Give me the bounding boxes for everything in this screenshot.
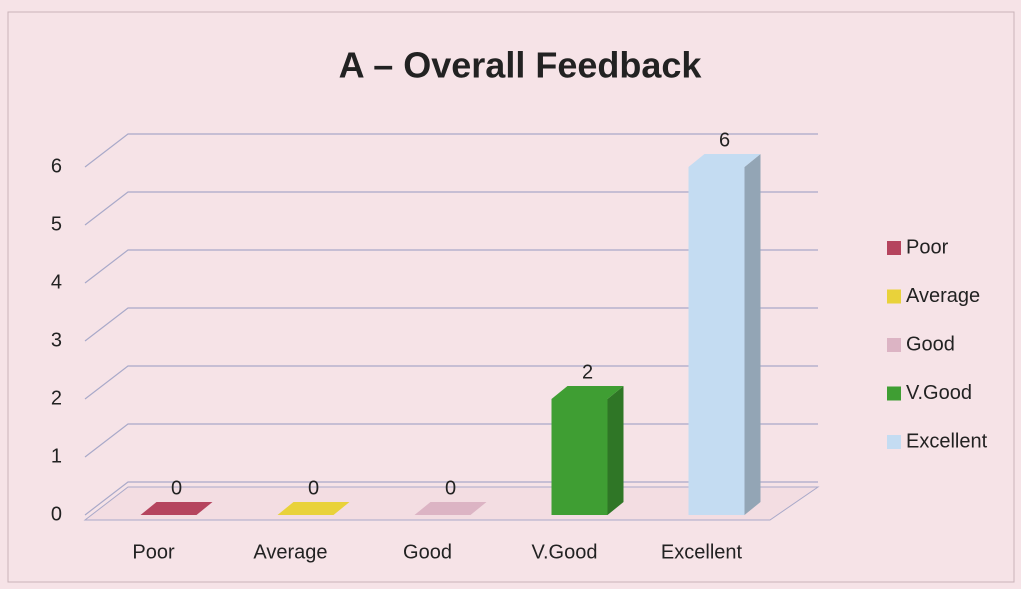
y-tick-label: 5 (51, 213, 62, 235)
y-tick-label: 6 (51, 155, 62, 177)
x-tick-label: Poor (132, 541, 175, 563)
bar-top (140, 502, 213, 515)
data-label: 0 (308, 477, 319, 499)
x-tick-label: Good (403, 541, 452, 563)
legend-swatch (887, 435, 901, 449)
grid-line (84, 307, 818, 342)
chart-title: A – Overall Feedback (339, 45, 703, 86)
bar-top (551, 386, 624, 399)
bar-side-shade (744, 154, 761, 515)
legend-label: Poor (906, 236, 949, 258)
y-tick-label: 2 (51, 387, 62, 409)
y-tick-label: 0 (51, 503, 62, 525)
bar-top (688, 154, 761, 167)
frame (7, 11, 1015, 583)
x-tick-label: Excellent (661, 541, 743, 563)
data-label: 0 (171, 477, 182, 499)
legend-label: Average (906, 285, 980, 307)
bar-top (414, 502, 487, 515)
legend-label: Excellent (906, 430, 988, 452)
grid-line (84, 249, 818, 284)
bar (551, 399, 608, 515)
bar-top (277, 502, 350, 515)
legend-label: Good (906, 333, 955, 355)
legend-swatch (887, 289, 901, 304)
bar-side (744, 154, 761, 515)
grid-line (84, 191, 818, 226)
legend-label: V.Good (906, 382, 972, 404)
bar (688, 167, 745, 515)
data-label: 0 (445, 477, 456, 499)
grid-line (84, 365, 818, 400)
bar-side-shade (607, 386, 624, 515)
y-tick-label: 1 (51, 445, 62, 467)
data-label: 6 (719, 129, 730, 151)
y-tick-label: 4 (51, 271, 62, 293)
x-tick-label: Average (253, 541, 327, 563)
bar-side (607, 386, 624, 515)
legend-swatch (887, 241, 901, 255)
grid-line (84, 133, 818, 168)
x-tick-label: V.Good (532, 541, 598, 563)
y-tick-label: 3 (51, 329, 62, 351)
legend-swatch (887, 386, 901, 401)
legend-swatch (887, 338, 901, 352)
data-label: 2 (582, 361, 593, 383)
